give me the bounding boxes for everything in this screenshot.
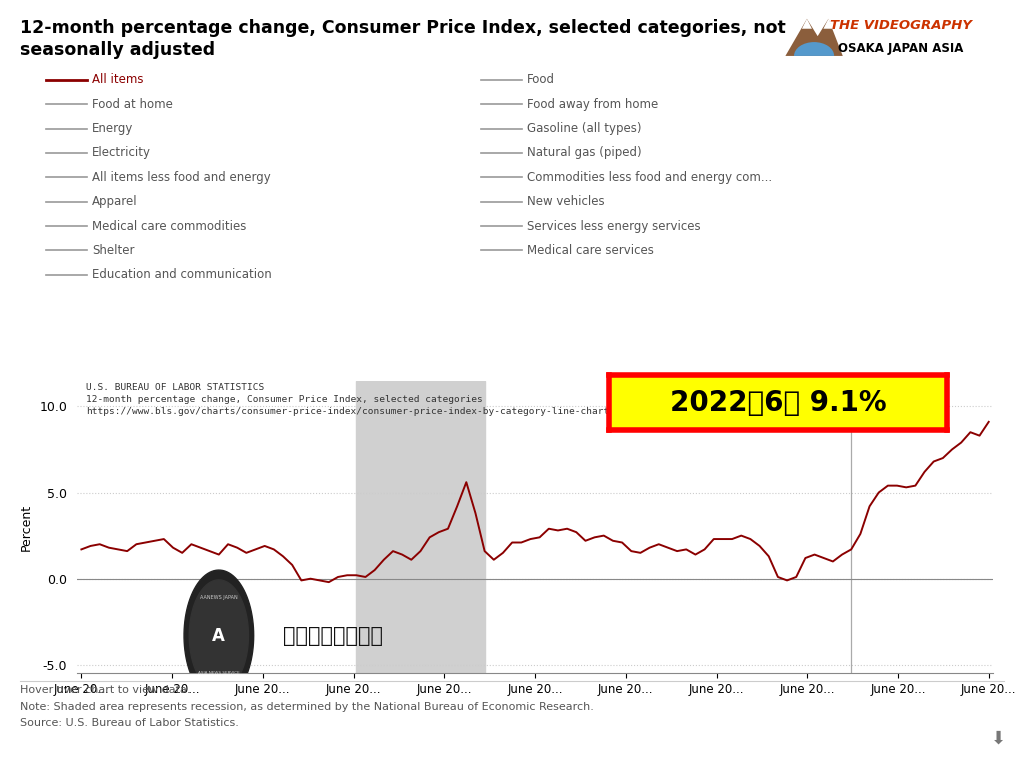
Text: Source: U.S. Bureau of Labor Statistics.: Source: U.S. Bureau of Labor Statistics. (20, 718, 240, 728)
Text: Services less energy services: Services less energy services (527, 219, 701, 233)
Wedge shape (794, 42, 835, 56)
Text: U.S. BUREAU OF LABOR STATISTICS
12-month percentage change, Consumer Price Index: U.S. BUREAU OF LABOR STATISTICS 12-month… (86, 384, 632, 416)
Text: Energy: Energy (92, 122, 133, 135)
Y-axis label: Percent: Percent (19, 504, 33, 550)
Text: OSAKA JAPAN ASIA: OSAKA JAPAN ASIA (839, 42, 964, 55)
Text: Natural gas (piped): Natural gas (piped) (527, 146, 642, 160)
Text: Education and communication: Education and communication (92, 268, 272, 282)
Text: All items: All items (92, 73, 143, 87)
Text: Note: Shaded area represents recession, as determined by the National Bureau of : Note: Shaded area represents recession, … (20, 702, 594, 712)
Text: A: A (212, 626, 225, 645)
Text: Gasoline (all types): Gasoline (all types) (527, 122, 642, 135)
Polygon shape (184, 570, 254, 701)
Text: Medical care services: Medical care services (527, 244, 654, 257)
Text: ASIA NEWS SERVICE: ASIA NEWS SERVICE (198, 671, 240, 676)
Text: New vehicles: New vehicles (527, 195, 605, 209)
Text: Commodities less food and energy com...: Commodities less food and energy com... (527, 170, 772, 184)
Text: AANEWS JAPAN: AANEWS JAPAN (200, 595, 238, 600)
Text: Shelter: Shelter (92, 244, 135, 257)
Text: THE VIDEOGRAPHY: THE VIDEOGRAPHY (830, 19, 972, 32)
Bar (356, 380, 484, 673)
Polygon shape (785, 19, 843, 56)
Text: All items less food and energy: All items less food and energy (92, 170, 271, 184)
Text: リーマンショック: リーマンショック (283, 626, 383, 645)
Text: Apparel: Apparel (92, 195, 138, 209)
Text: 12-month percentage change, Consumer Price Index, selected categories, not
seaso: 12-month percentage change, Consumer Pri… (20, 19, 786, 59)
Text: Hover over chart to view data.: Hover over chart to view data. (20, 685, 191, 695)
Text: Electricity: Electricity (92, 146, 152, 160)
Text: 2022年6月 9.1%: 2022年6月 9.1% (670, 389, 887, 416)
Polygon shape (802, 19, 812, 29)
Text: Food: Food (527, 73, 555, 87)
Text: Medical care commodities: Medical care commodities (92, 219, 247, 233)
Polygon shape (823, 19, 834, 29)
Text: Food at home: Food at home (92, 97, 173, 111)
Polygon shape (189, 580, 249, 691)
Text: Food away from home: Food away from home (527, 97, 658, 111)
Text: ⬇: ⬇ (991, 729, 1006, 747)
